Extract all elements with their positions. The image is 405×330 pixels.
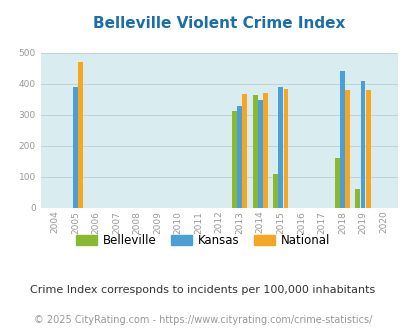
Bar bbox=[252, 95, 257, 208]
Bar bbox=[334, 158, 339, 208]
Bar bbox=[257, 100, 262, 208]
Bar bbox=[283, 89, 288, 208]
Bar bbox=[339, 71, 344, 208]
Bar bbox=[242, 94, 247, 208]
Bar bbox=[73, 87, 78, 208]
Bar bbox=[78, 62, 83, 208]
Bar bbox=[344, 90, 349, 208]
Bar bbox=[237, 106, 242, 208]
Bar bbox=[273, 174, 277, 208]
Bar bbox=[365, 90, 370, 208]
Bar bbox=[262, 93, 267, 208]
Text: © 2025 CityRating.com - https://www.cityrating.com/crime-statistics/: © 2025 CityRating.com - https://www.city… bbox=[34, 315, 371, 325]
Bar bbox=[354, 189, 359, 208]
Bar bbox=[232, 111, 237, 208]
Bar bbox=[278, 87, 283, 208]
Text: Belleville Violent Crime Index: Belleville Violent Crime Index bbox=[93, 16, 345, 31]
Text: Crime Index corresponds to incidents per 100,000 inhabitants: Crime Index corresponds to incidents per… bbox=[30, 285, 375, 295]
Bar bbox=[360, 81, 364, 208]
Legend: Belleville, Kansas, National: Belleville, Kansas, National bbox=[71, 229, 334, 251]
